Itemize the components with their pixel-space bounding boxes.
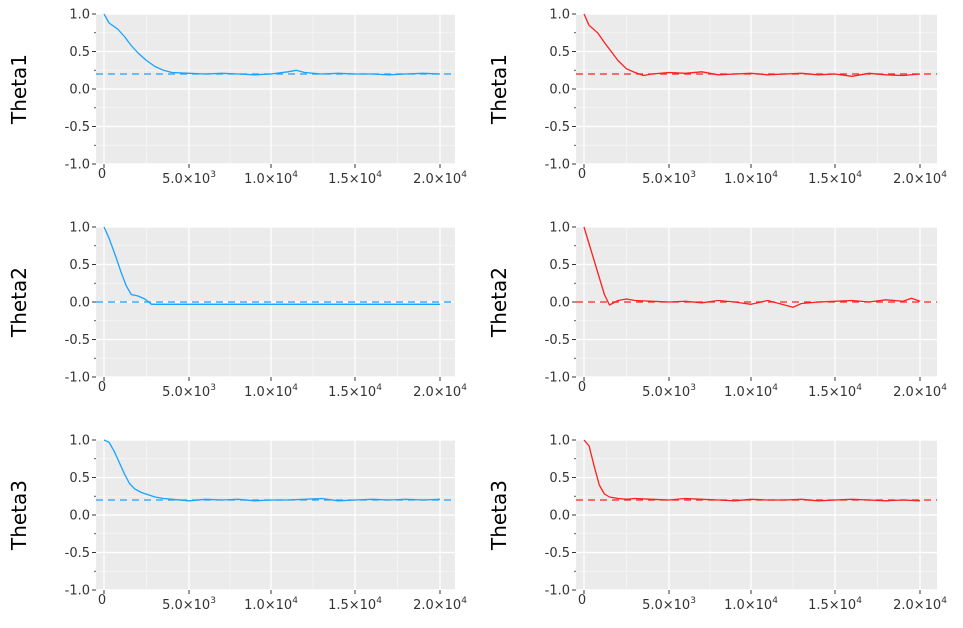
- trace-line: [103, 226, 440, 305]
- y-tick-label: 1.0: [549, 434, 570, 449]
- x-tick-label: 2.0×104: [413, 596, 467, 613]
- y-tick-label: -1.0: [65, 158, 90, 173]
- y-tick-label: 0.0: [549, 83, 570, 98]
- y-axis-label: Theta3: [7, 480, 31, 551]
- y-tick-label: 1.0: [69, 434, 90, 449]
- y-tick-label: -1.0: [545, 584, 570, 599]
- y-tick-label: -0.5: [545, 120, 570, 135]
- panel-top-left: 1.0 0.5 0.0 -0.5 -1.0 0 5.0×103 1.0×104 1.5×104 2…: [7, 8, 467, 188]
- y-tick-label: 0.5: [549, 45, 570, 60]
- x-tick-label: 5.0×103: [642, 596, 696, 613]
- y-tick-label: -1.0: [65, 371, 90, 386]
- y-tick-label: 0.0: [549, 509, 570, 524]
- x-tick-label: 1.0×104: [244, 170, 298, 187]
- panel-top-right: 1.0 0.5 0.0 -0.5 -1.0 0 5.0×103 1.0×104 1.5×104 2…: [487, 8, 947, 188]
- y-tick-label: 0.0: [549, 296, 570, 311]
- y-axis-label: Theta1: [487, 54, 511, 125]
- y-tick-label: -1.0: [545, 371, 570, 386]
- x-tick-label: 0: [98, 593, 106, 608]
- x-tick-label: 1.5×104: [328, 383, 382, 400]
- x-tick-label: 2.0×104: [893, 170, 947, 187]
- y-tick-label: 0.5: [69, 471, 90, 486]
- x-tick-label: 2.0×104: [893, 596, 947, 613]
- x-tick-label: 5.0×103: [162, 170, 216, 187]
- x-tick-label: 1.5×104: [808, 170, 862, 187]
- y-tick-label: 0.0: [69, 296, 90, 311]
- x-tick-label: 5.0×103: [162, 596, 216, 613]
- trace-line: [583, 439, 921, 502]
- x-tick-label: 0: [578, 167, 586, 182]
- y-tick-label: -1.0: [65, 584, 90, 599]
- x-tick-label: 1.0×104: [244, 596, 298, 613]
- x-tick-label: 1.5×104: [808, 383, 862, 400]
- y-tick-label: 1.0: [549, 221, 570, 236]
- trace-line: [583, 13, 921, 77]
- x-tick-label: 0: [578, 593, 586, 608]
- y-axis-label: Theta2: [487, 267, 511, 338]
- y-tick-label: 1.0: [549, 8, 570, 23]
- trace-line: [103, 13, 441, 76]
- x-tick-label: 1.5×104: [328, 596, 382, 613]
- panel-middle-left: 1.0 0.5 0.0 -0.5 -1.0 0 5.0×103 1.0×104 1.5×104 2…: [7, 221, 467, 401]
- y-axis-label: Theta2: [7, 267, 31, 338]
- y-tick-label: 0.5: [69, 45, 90, 60]
- y-axis-label: Theta1: [7, 54, 31, 125]
- y-tick-label: 0.5: [549, 258, 570, 273]
- panel-bottom-right: 1.0 0.5 0.0 -0.5 -1.0 0 5.0×103 1.0×104 1.5×104 2…: [487, 434, 947, 614]
- y-tick-label: -0.5: [545, 546, 570, 561]
- x-tick-label: 5.0×103: [642, 383, 696, 400]
- x-tick-label: 2.0×104: [413, 170, 467, 187]
- trace-line: [103, 439, 441, 502]
- x-tick-label: 2.0×104: [893, 383, 947, 400]
- trace-line: [583, 226, 921, 308]
- x-tick-label: 0: [98, 380, 106, 395]
- x-tick-label: 0: [578, 380, 586, 395]
- x-tick-label: 2.0×104: [413, 383, 467, 400]
- x-tick-label: 5.0×103: [162, 383, 216, 400]
- y-tick-label: -0.5: [65, 333, 90, 348]
- x-tick-label: 1.0×104: [724, 596, 778, 613]
- y-tick-label: 0.0: [69, 509, 90, 524]
- x-tick-label: 0: [98, 167, 106, 182]
- y-axis-label: Theta3: [487, 480, 511, 551]
- y-tick-label: -0.5: [65, 546, 90, 561]
- y-tick-label: -0.5: [545, 333, 570, 348]
- y-tick-label: 1.0: [69, 8, 90, 23]
- x-tick-label: 1.5×104: [808, 596, 862, 613]
- y-tick-label: 0.5: [69, 258, 90, 273]
- x-tick-label: 1.0×104: [244, 383, 298, 400]
- x-tick-label: 5.0×103: [642, 170, 696, 187]
- x-tick-label: 1.0×104: [724, 383, 778, 400]
- x-tick-label: 1.5×104: [328, 170, 382, 187]
- y-tick-label: -0.5: [65, 120, 90, 135]
- y-tick-label: -1.0: [545, 158, 570, 173]
- panel-middle-right: 1.0 0.5 0.0 -0.5 -1.0 0 5.0×103 1.0×104 1.5×104 2…: [487, 221, 947, 401]
- x-tick-label: 1.0×104: [724, 170, 778, 187]
- y-tick-label: 0.5: [549, 471, 570, 486]
- y-tick-label: 0.0: [69, 83, 90, 98]
- y-tick-label: 1.0: [69, 221, 90, 236]
- panel-bottom-left: 1.0 0.5 0.0 -0.5 -1.0 0 5.0×103 1.0×104 1.5×104 2…: [7, 434, 467, 614]
